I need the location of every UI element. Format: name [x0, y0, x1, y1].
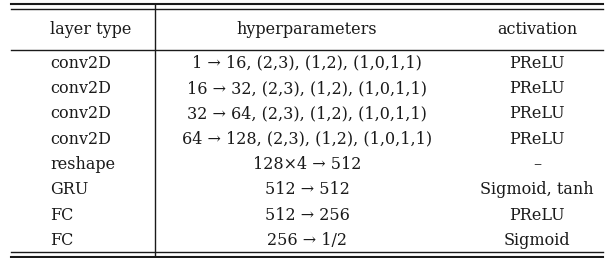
Text: 64 → 128, (2,3), (1,2), (1,0,1,1): 64 → 128, (2,3), (1,2), (1,0,1,1)	[182, 131, 432, 148]
Text: hyperparameters: hyperparameters	[236, 21, 378, 38]
Text: conv2D: conv2D	[50, 131, 111, 148]
Text: 16 → 32, (2,3), (1,2), (1,0,1,1): 16 → 32, (2,3), (1,2), (1,0,1,1)	[187, 80, 427, 97]
Text: PReLU: PReLU	[510, 55, 565, 72]
Text: layer type: layer type	[50, 21, 132, 38]
Text: conv2D: conv2D	[50, 80, 111, 97]
Text: FC: FC	[50, 232, 74, 249]
Text: 128×4 → 512: 128×4 → 512	[253, 156, 361, 173]
Text: Sigmoid, tanh: Sigmoid, tanh	[480, 181, 594, 198]
Text: 1 → 16, (2,3), (1,2), (1,0,1,1): 1 → 16, (2,3), (1,2), (1,0,1,1)	[192, 55, 422, 72]
Text: PReLU: PReLU	[510, 80, 565, 97]
Text: 256 → 1/2: 256 → 1/2	[267, 232, 347, 249]
Text: FC: FC	[50, 207, 74, 224]
Text: PReLU: PReLU	[510, 207, 565, 224]
Text: –: –	[533, 156, 542, 173]
Text: PReLU: PReLU	[510, 105, 565, 122]
Text: conv2D: conv2D	[50, 55, 111, 72]
Text: reshape: reshape	[50, 156, 115, 173]
Text: activation: activation	[497, 21, 577, 38]
Text: GRU: GRU	[50, 181, 89, 198]
Text: PReLU: PReLU	[510, 131, 565, 148]
Text: conv2D: conv2D	[50, 105, 111, 122]
Text: Sigmoid: Sigmoid	[504, 232, 570, 249]
Text: 512 → 256: 512 → 256	[265, 207, 349, 224]
Text: 512 → 512: 512 → 512	[265, 181, 349, 198]
Text: 32 → 64, (2,3), (1,2), (1,0,1,1): 32 → 64, (2,3), (1,2), (1,0,1,1)	[187, 105, 427, 122]
